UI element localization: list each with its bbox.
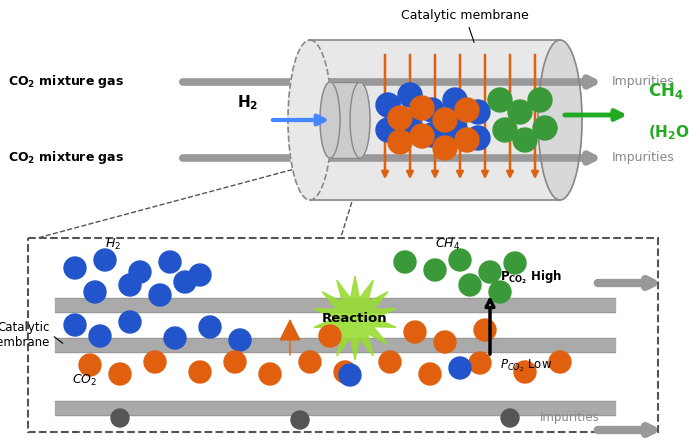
Circle shape bbox=[433, 108, 457, 132]
Circle shape bbox=[149, 284, 171, 306]
Text: Catalytic
Membrane: Catalytic Membrane bbox=[0, 321, 50, 349]
Text: Impurities: Impurities bbox=[540, 411, 600, 424]
Circle shape bbox=[508, 100, 532, 124]
Circle shape bbox=[224, 351, 246, 373]
Text: Catalytic membrane: Catalytic membrane bbox=[401, 9, 529, 42]
Circle shape bbox=[259, 363, 281, 385]
FancyBboxPatch shape bbox=[28, 238, 658, 432]
Circle shape bbox=[449, 357, 471, 379]
Circle shape bbox=[379, 351, 401, 373]
Circle shape bbox=[376, 93, 400, 117]
Circle shape bbox=[388, 130, 412, 154]
Circle shape bbox=[459, 274, 481, 296]
Bar bbox=[55, 338, 615, 352]
Text: $H_2$: $H_2$ bbox=[105, 237, 121, 252]
Circle shape bbox=[549, 351, 571, 373]
Bar bbox=[330, 82, 360, 158]
Bar bbox=[55, 298, 615, 312]
Circle shape bbox=[319, 325, 341, 347]
Circle shape bbox=[420, 123, 444, 147]
Circle shape bbox=[433, 136, 457, 160]
Circle shape bbox=[129, 261, 151, 283]
Circle shape bbox=[434, 331, 456, 353]
Text: $P_{CO_2}$ Low: $P_{CO_2}$ Low bbox=[500, 357, 552, 374]
Ellipse shape bbox=[538, 40, 582, 200]
Circle shape bbox=[488, 88, 512, 112]
Circle shape bbox=[466, 126, 490, 150]
Circle shape bbox=[111, 409, 129, 427]
Circle shape bbox=[89, 325, 111, 347]
Circle shape bbox=[334, 361, 356, 383]
Bar bbox=[310, 40, 560, 200]
Circle shape bbox=[424, 259, 446, 281]
Text: $\mathbf{CH_4}$: $\mathbf{CH_4}$ bbox=[648, 81, 684, 101]
Circle shape bbox=[533, 116, 557, 140]
Circle shape bbox=[513, 128, 537, 152]
Circle shape bbox=[419, 363, 441, 385]
Circle shape bbox=[189, 361, 211, 383]
Circle shape bbox=[469, 352, 491, 374]
Text: $\mathbf{H_2}$: $\mathbf{H_2}$ bbox=[237, 93, 259, 112]
Text: Impurities: Impurities bbox=[612, 152, 675, 165]
Circle shape bbox=[189, 264, 211, 286]
Circle shape bbox=[479, 261, 501, 283]
Circle shape bbox=[229, 329, 251, 351]
Circle shape bbox=[119, 274, 141, 296]
Circle shape bbox=[109, 363, 131, 385]
Circle shape bbox=[398, 83, 422, 107]
Circle shape bbox=[94, 249, 116, 271]
Circle shape bbox=[455, 128, 479, 152]
Text: $\mathbf{P_{CO_2}}$ High: $\mathbf{P_{CO_2}}$ High bbox=[500, 268, 562, 286]
Circle shape bbox=[443, 116, 467, 140]
Text: $CH_4$: $CH_4$ bbox=[435, 237, 460, 252]
Text: $CO_2$: $CO_2$ bbox=[72, 372, 97, 388]
Circle shape bbox=[164, 327, 186, 349]
Circle shape bbox=[410, 124, 434, 148]
Circle shape bbox=[410, 96, 434, 120]
Circle shape bbox=[174, 271, 196, 293]
Circle shape bbox=[159, 251, 181, 273]
Text: $\mathbf{( H_2O )}$: $\mathbf{( H_2O )}$ bbox=[648, 123, 690, 142]
Text: Impurities: Impurities bbox=[612, 75, 675, 88]
Circle shape bbox=[514, 361, 536, 383]
Circle shape bbox=[84, 281, 106, 303]
Circle shape bbox=[501, 409, 519, 427]
Circle shape bbox=[299, 351, 321, 373]
Circle shape bbox=[64, 314, 86, 336]
Bar bbox=[55, 401, 615, 415]
Circle shape bbox=[420, 98, 444, 122]
Circle shape bbox=[449, 249, 471, 271]
Circle shape bbox=[474, 319, 496, 341]
Text: Reaction: Reaction bbox=[322, 311, 388, 325]
Circle shape bbox=[79, 354, 101, 376]
Circle shape bbox=[339, 364, 361, 386]
Circle shape bbox=[144, 351, 166, 373]
Text: $\mathbf{CO_2}$ mixture gas: $\mathbf{CO_2}$ mixture gas bbox=[8, 149, 124, 166]
Polygon shape bbox=[314, 276, 396, 360]
Circle shape bbox=[466, 100, 490, 124]
Circle shape bbox=[291, 411, 309, 429]
Circle shape bbox=[199, 316, 221, 338]
Circle shape bbox=[404, 321, 426, 343]
Circle shape bbox=[398, 113, 422, 137]
Circle shape bbox=[64, 257, 86, 279]
Circle shape bbox=[443, 88, 467, 112]
Ellipse shape bbox=[350, 82, 370, 158]
Circle shape bbox=[493, 118, 517, 142]
Circle shape bbox=[119, 311, 141, 333]
Circle shape bbox=[376, 118, 400, 142]
Circle shape bbox=[489, 281, 511, 303]
Ellipse shape bbox=[320, 82, 340, 158]
Text: $\mathbf{CO_2}$ mixture gas: $\mathbf{CO_2}$ mixture gas bbox=[8, 74, 124, 91]
Ellipse shape bbox=[288, 40, 332, 200]
Circle shape bbox=[455, 98, 479, 122]
Circle shape bbox=[528, 88, 552, 112]
Circle shape bbox=[388, 106, 412, 130]
Circle shape bbox=[504, 252, 526, 274]
Circle shape bbox=[394, 251, 416, 273]
